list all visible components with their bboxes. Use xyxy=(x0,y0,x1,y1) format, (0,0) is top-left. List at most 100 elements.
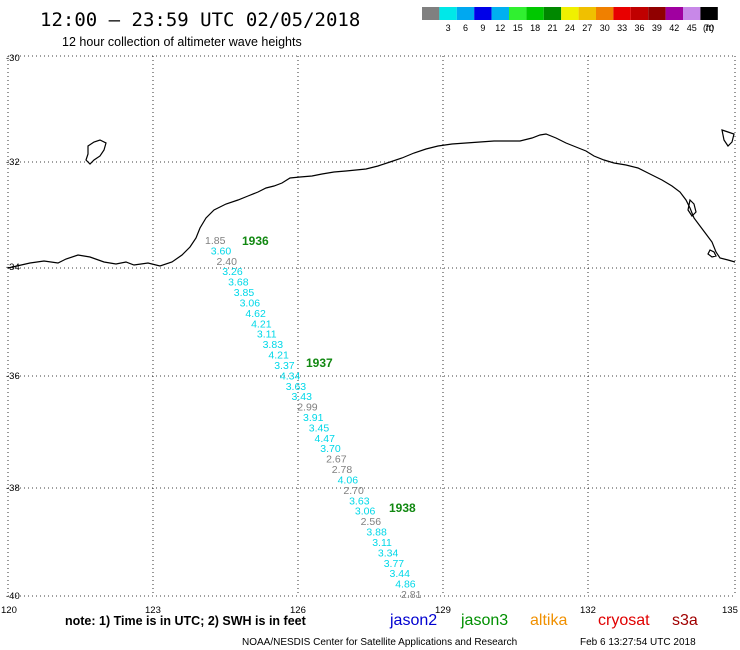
wave-height-value: 2.70 xyxy=(343,485,364,497)
wave-height-value: 3.63 xyxy=(349,495,370,507)
time-label-1938: 1938 xyxy=(389,501,416,515)
wave-height-value: 3.44 xyxy=(390,568,411,580)
legend-swatch xyxy=(474,7,492,20)
lon-tick-label: 123 xyxy=(145,605,161,616)
wave-height-value: 3.43 xyxy=(292,391,313,403)
coastline-spencer-gulf xyxy=(687,198,697,217)
legend-swatch xyxy=(439,7,457,20)
wave-height-value: 3.63 xyxy=(286,381,307,393)
legend-label: 24 xyxy=(565,23,575,33)
legend-swatch xyxy=(422,7,440,20)
wave-height-value: 4.21 xyxy=(251,318,272,330)
wave-height-value: 3.85 xyxy=(234,287,255,299)
wave-height-value: 2.99 xyxy=(297,402,318,414)
wave-height-value: 3.88 xyxy=(366,527,387,539)
legend-swatch xyxy=(630,7,649,20)
wave-height-value: 4.47 xyxy=(315,433,336,445)
wave-height-value: 4.86 xyxy=(395,579,416,591)
page-subtitle: 12 hour collection of altimeter wave hei… xyxy=(62,35,302,49)
altimeter-track: 1.853.602.403.263.683.853.064.624.213.11… xyxy=(205,235,422,601)
legend-swatch xyxy=(596,7,614,20)
coastline-kangaroo-island xyxy=(707,249,717,258)
legend-label: 3 xyxy=(446,23,451,33)
wave-height-value: 4.62 xyxy=(245,308,266,320)
legend-label: 70 xyxy=(704,23,714,33)
legend-label: 15 xyxy=(513,23,523,33)
legend-label: 12 xyxy=(495,23,505,33)
legend-label: 42 xyxy=(669,23,679,33)
time-label-1937: 1937 xyxy=(306,356,333,370)
legend-label: 21 xyxy=(547,23,557,33)
wave-height-value: 3.83 xyxy=(263,339,284,351)
wave-height-value: 3.77 xyxy=(384,558,405,570)
lon-tick-label: 120 xyxy=(1,605,17,616)
legend-swatch xyxy=(509,7,527,20)
wave-height-value: 2.56 xyxy=(361,516,382,528)
wave-height-value: 2.81 xyxy=(401,589,422,601)
wave-height-value: 3.06 xyxy=(240,298,261,310)
legend-unit: (ft) xyxy=(703,23,714,33)
wave-height-value: 3.91 xyxy=(303,412,324,424)
lat-tick-label: -40 xyxy=(6,591,20,602)
wave-height-value: 3.26 xyxy=(222,266,243,278)
lon-tick-label: 132 xyxy=(580,605,596,616)
page-title: 12:00 — 23:59 UTC 02/05/2018 xyxy=(40,9,360,31)
wave-height-value: 3.60 xyxy=(211,245,232,257)
wave-height-value: 4.21 xyxy=(268,350,289,362)
coastline xyxy=(7,129,736,269)
satellite-jason3: jason3 xyxy=(460,612,508,629)
legend-label: 30 xyxy=(600,23,610,33)
lon-tick-label: 129 xyxy=(435,605,451,616)
legend-swatch xyxy=(526,7,544,20)
satellite-cryosat: cryosat xyxy=(598,612,650,629)
wave-height-value: 3.06 xyxy=(355,506,376,518)
satellite-jason2: jason2 xyxy=(389,612,437,629)
legend-swatch xyxy=(543,7,562,20)
wave-height-value: 3.68 xyxy=(228,277,249,289)
legend-label: 27 xyxy=(582,23,592,33)
wave-height-value: 3.70 xyxy=(320,443,341,455)
wave-height-value: 3.37 xyxy=(274,360,295,372)
units-note: note: 1) Time is in UTC; 2) SWH is in fe… xyxy=(65,614,307,628)
legend-swatch xyxy=(700,7,718,20)
legend-label: 36 xyxy=(634,23,644,33)
wave-height-value: 3.11 xyxy=(257,329,277,341)
legend-label: 18 xyxy=(530,23,540,33)
wave-height-value: 2.78 xyxy=(332,464,353,476)
satellite-altika: altika xyxy=(530,612,567,629)
lat-tick-label: -38 xyxy=(6,483,20,494)
wave-height-value: 2.67 xyxy=(326,454,347,466)
legend-label: 6 xyxy=(463,23,468,33)
footer-credit: NOAA/NESDIS Center for Satellite Applica… xyxy=(242,637,517,648)
legend-swatch xyxy=(683,7,701,20)
legend-swatch xyxy=(578,7,596,20)
legend-swatch xyxy=(665,7,683,20)
wave-height-value: 4.06 xyxy=(338,475,359,487)
lat-tick-label: -36 xyxy=(6,371,20,382)
legend-swatch xyxy=(613,7,631,20)
color-scale-legend: 3 6 9 12 15 18 21 24 27 30 33 36 39 42 45 70 xyxy=(422,7,718,33)
time-label-1936: 1936 xyxy=(242,234,269,248)
wave-height-value: 3.45 xyxy=(309,422,330,434)
wave-height-value: 3.34 xyxy=(378,547,399,559)
lon-tick-label: 135 xyxy=(722,605,738,616)
legend-label: 39 xyxy=(652,23,662,33)
coastline-eyre-peninsula xyxy=(721,129,735,147)
legend-label: 45 xyxy=(687,23,697,33)
lat-tick-label: -32 xyxy=(6,157,20,168)
coastline-mainland xyxy=(7,133,736,269)
legend-swatch xyxy=(456,7,475,20)
lon-tick-label: 126 xyxy=(290,605,306,616)
wave-height-value: 4.34 xyxy=(280,370,301,382)
legend-label: 33 xyxy=(617,23,627,33)
legend-swatch xyxy=(491,7,509,20)
legend-swatch xyxy=(561,7,579,20)
wave-height-value: 3.11 xyxy=(372,537,392,549)
lat-tick-label: -30 xyxy=(6,53,20,64)
coastline-recherche-islands xyxy=(85,139,107,165)
wave-height-value: 1.85 xyxy=(205,235,226,247)
legend-swatch xyxy=(648,7,666,20)
legend-label: 9 xyxy=(480,23,485,33)
footer-timestamp: Feb 6 13:27:54 UTC 2018 xyxy=(580,637,696,648)
